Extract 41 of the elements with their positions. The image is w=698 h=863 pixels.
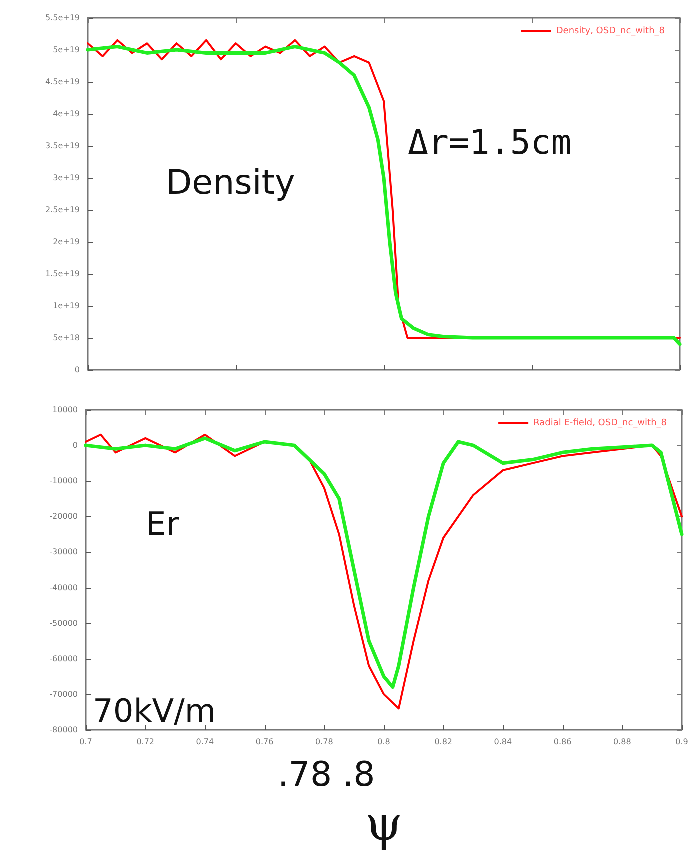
y-tick-label: 4.5e+19 — [45, 78, 80, 86]
y-tick-label: -10000 — [50, 476, 78, 486]
y-tick-label: 10000 — [52, 406, 78, 414]
y-tick-label: 3.5e+19 — [45, 142, 80, 150]
x-tick-label: 0.76 — [256, 738, 274, 746]
legend-label: Radial E-field, OSD_nc_with_8 — [534, 418, 668, 428]
x-tick-label: 0.86 — [554, 738, 572, 746]
y-tick-label: 5.5e+19 — [45, 14, 80, 22]
y-tick-label: 0 — [72, 441, 78, 450]
y-tick-label: -60000 — [50, 654, 78, 664]
y-tick-label: 2.5e+19 — [45, 206, 80, 214]
y-tick-label: 3e+19 — [53, 174, 80, 182]
y-tick-label: -50000 — [50, 618, 78, 628]
x-tick-label: 0.82 — [434, 738, 453, 746]
x-tick-label: 0.74 — [196, 738, 214, 746]
y-tick-label: 4e+19 — [53, 110, 80, 118]
x-tick-label: 0.88 — [613, 738, 632, 746]
annotation: 70kV/m — [93, 692, 216, 730]
y-tick-label: 1.5e+19 — [45, 270, 80, 278]
x-tick-label: 0.9 — [676, 738, 688, 746]
y-tick-label: -70000 — [50, 690, 78, 699]
y-tick-label: 1e+19 — [53, 302, 80, 310]
x-tick-label: 0.8 — [378, 738, 390, 746]
annotation: Density — [166, 163, 296, 203]
x-tick-label: 0.7 — [80, 738, 92, 746]
text: .78 .8 — [278, 755, 376, 795]
annotation: Δr=1.5cm — [408, 123, 572, 163]
x-axis-title: ψ — [365, 796, 403, 852]
x-tick-label: 0.78 — [315, 738, 334, 746]
y-tick-label: 5e+18 — [53, 334, 80, 342]
y-tick-label: 2e+19 — [53, 238, 80, 246]
annotation: Er — [146, 505, 180, 543]
y-tick-label: -40000 — [50, 583, 78, 592]
y-tick-label: 0 — [74, 366, 80, 374]
x-tick-label: 0.72 — [136, 738, 155, 746]
legend-label: Density, OSD_nc_with_8 — [556, 26, 666, 36]
y-tick-label: -80000 — [50, 726, 78, 734]
x-tick-label: 0.84 — [494, 738, 512, 746]
y-tick-label: 5e+19 — [53, 46, 80, 54]
y-tick-label: -30000 — [50, 548, 78, 557]
y-tick-label: -20000 — [50, 512, 78, 522]
